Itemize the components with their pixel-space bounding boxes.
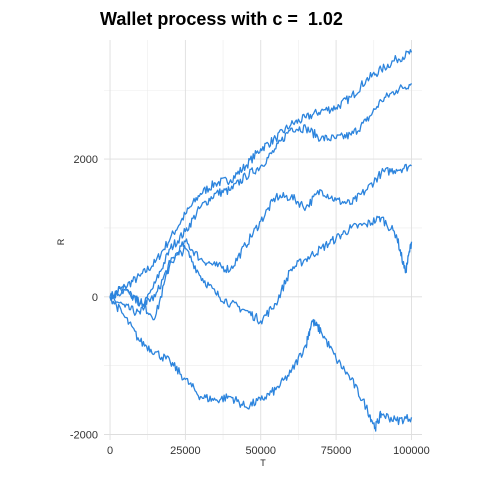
y-axis-label: R (56, 238, 66, 245)
series-lines (109, 49, 413, 432)
chart-title: Wallet process with c = 1.02 (100, 9, 343, 29)
series-line-1 (109, 49, 413, 302)
grid (104, 40, 422, 440)
x-tick-label: 100000 (393, 445, 430, 457)
y-tick-label: 2000 (74, 154, 98, 166)
y-tick-label: -2000 (70, 429, 98, 441)
x-tick-label: 0 (107, 445, 113, 457)
x-axis-label: T (260, 458, 266, 468)
y-tick-label: 0 (92, 292, 98, 304)
series-line-2 (109, 83, 413, 316)
series-line-4 (109, 215, 413, 325)
x-tick-label: 50000 (245, 445, 276, 457)
series-line-3 (109, 163, 412, 308)
x-tick-label: 25000 (170, 445, 201, 457)
tick-labels: 0 25000 50000 75000 100000 -2000 0 2000 (70, 154, 430, 457)
x-tick-label: 75000 (321, 445, 352, 457)
series-line-5 (109, 296, 413, 432)
